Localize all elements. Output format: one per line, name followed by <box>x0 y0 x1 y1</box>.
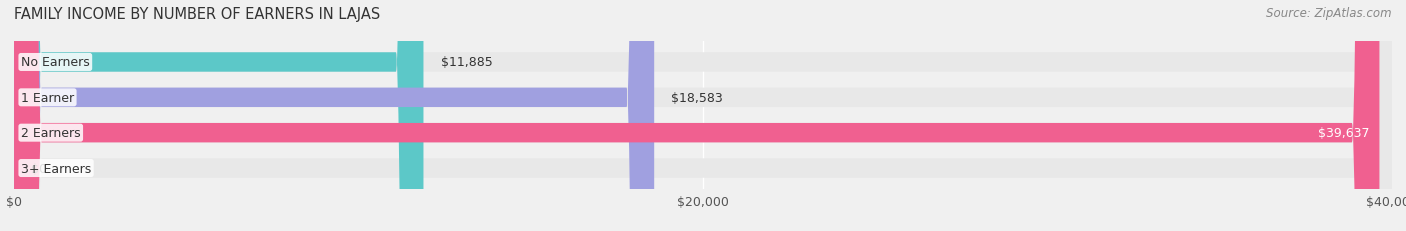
Text: 2 Earners: 2 Earners <box>21 127 80 140</box>
FancyBboxPatch shape <box>14 0 654 231</box>
Text: $39,637: $39,637 <box>1317 127 1369 140</box>
FancyBboxPatch shape <box>14 0 1379 231</box>
Text: $18,583: $18,583 <box>672 91 723 104</box>
FancyBboxPatch shape <box>14 0 1392 231</box>
Text: FAMILY INCOME BY NUMBER OF EARNERS IN LAJAS: FAMILY INCOME BY NUMBER OF EARNERS IN LA… <box>14 7 380 22</box>
Text: 1 Earner: 1 Earner <box>21 91 75 104</box>
Text: 3+ Earners: 3+ Earners <box>21 162 91 175</box>
FancyBboxPatch shape <box>14 0 423 231</box>
Text: No Earners: No Earners <box>21 56 90 69</box>
FancyBboxPatch shape <box>14 0 1392 231</box>
FancyBboxPatch shape <box>14 0 1392 231</box>
Text: $0: $0 <box>31 162 48 175</box>
Text: $11,885: $11,885 <box>440 56 492 69</box>
Text: Source: ZipAtlas.com: Source: ZipAtlas.com <box>1267 7 1392 20</box>
FancyBboxPatch shape <box>14 0 1392 231</box>
